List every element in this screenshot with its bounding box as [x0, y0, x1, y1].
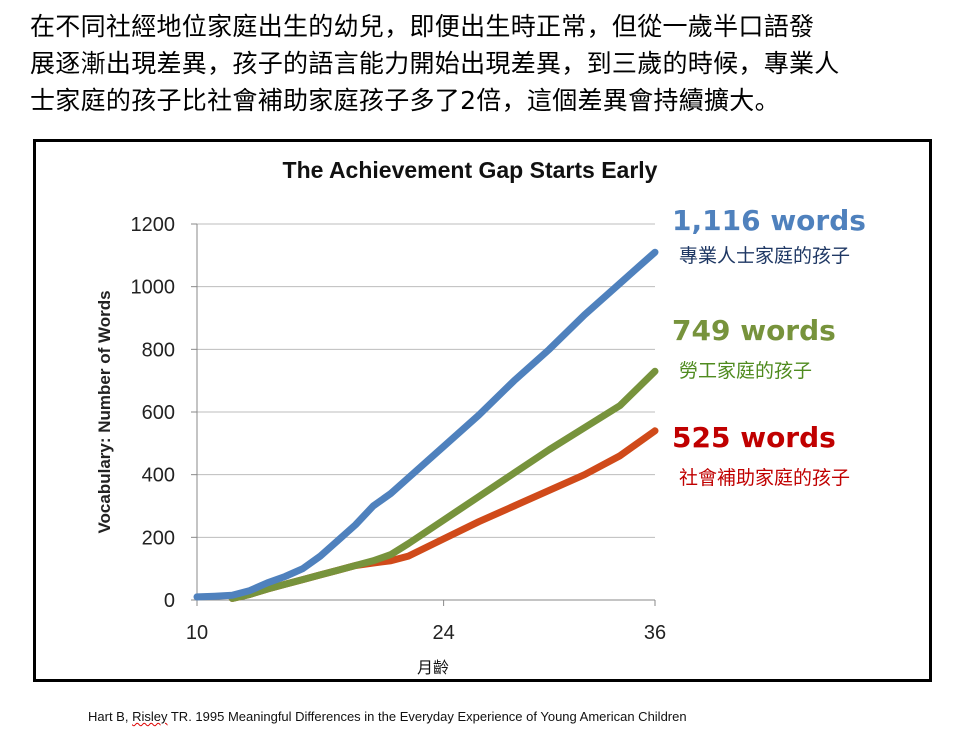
- series-labels: 1,116 words 專業人士家庭的孩子 749 words 勞工家庭的孩子 525 …: [672, 204, 866, 489]
- intro-line-2: 展逐漸出現差異，孩子的語言能力開始出現差異，到三歲的時候，專業人: [30, 49, 840, 78]
- series-name-label: 勞工家庭的孩子: [679, 360, 812, 382]
- chart-title: The Achievement Gap Starts Early: [283, 157, 658, 183]
- y-tick-label: 1000: [131, 277, 176, 299]
- intro-line-3: 士家庭的孩子比社會補助家庭孩子多了2倍，這個差異會持續擴大。: [30, 86, 780, 115]
- series-lines: [193, 248, 659, 602]
- chart-frame: [33, 139, 932, 682]
- series-value-label: 525 words: [672, 421, 836, 454]
- y-tick-label: 200: [142, 527, 175, 549]
- y-tick-label: 600: [142, 402, 175, 424]
- y-axis-label: Vocabulary: Number of Words: [95, 290, 114, 533]
- series-name-label: 社會補助家庭的孩子: [679, 467, 850, 489]
- y-tick-label: 0: [164, 590, 175, 612]
- x-tick-label: 24: [432, 622, 454, 644]
- intro-paragraph: 在不同社經地位家庭出生的幼兒，即便出生時正常，但從一歲半口語發 展逐漸出現差異，…: [30, 8, 945, 119]
- x-tick-label: 10: [186, 622, 208, 644]
- citation: Hart B, Risley TR. 1995 Meaningful Diffe…: [88, 709, 687, 724]
- intro-line-1: 在不同社經地位家庭出生的幼兒，即便出生時正常，但從一歲半口語發: [30, 12, 815, 41]
- citation-author-squiggle: Risley: [132, 709, 168, 724]
- citation-after: TR. 1995 Meaningful Differences in the E…: [167, 709, 687, 724]
- y-tick-label: 400: [142, 465, 175, 487]
- y-tick-label: 1200: [131, 214, 176, 236]
- series-value-label: 749 words: [672, 314, 836, 347]
- x-tick-label: 36: [644, 622, 666, 644]
- series-line-0: [193, 248, 659, 601]
- grid-lines: [197, 223, 655, 538]
- x-axis-label: 月齡: [417, 658, 449, 677]
- citation-before: Hart B,: [88, 709, 133, 724]
- series-name-label: 專業人士家庭的孩子: [679, 245, 850, 267]
- y-tick-label: 800: [142, 339, 175, 361]
- series-line-1: [228, 367, 659, 602]
- series-value-label: 1,116 words: [672, 204, 866, 237]
- axes: 0 200 400 600 800 1000 1200 10 24 36: [131, 214, 667, 644]
